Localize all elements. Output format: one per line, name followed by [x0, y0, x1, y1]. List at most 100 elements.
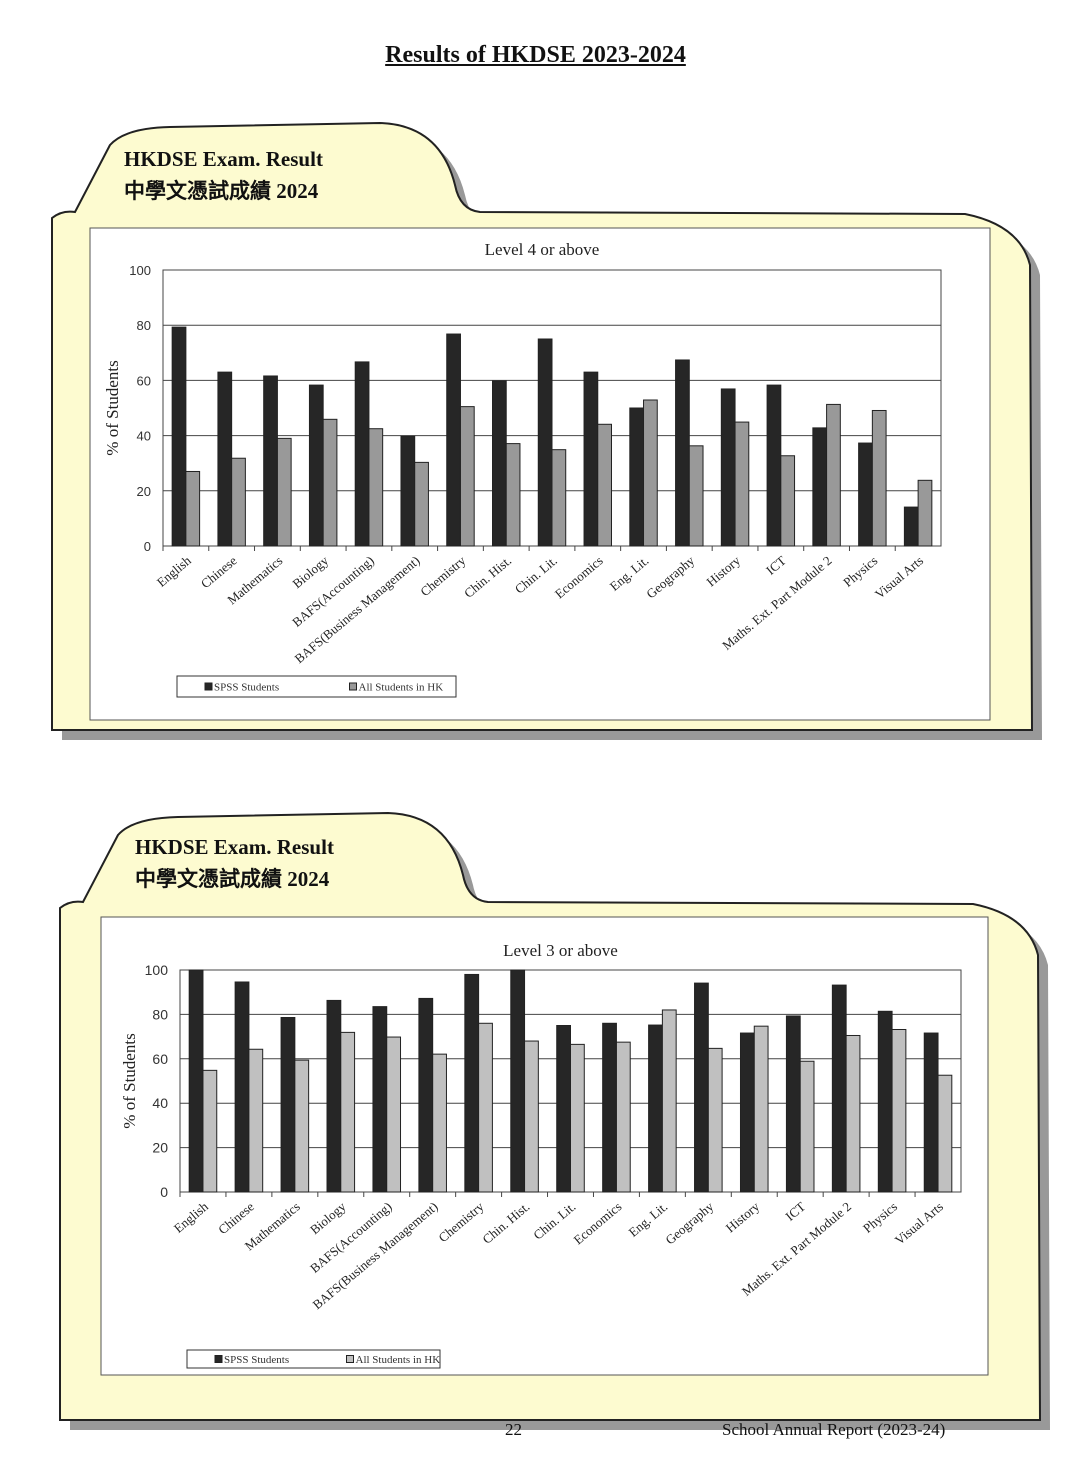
panel2-tab-title: HKDSE Exam. Result: [135, 835, 334, 859]
bar-all-students-hk: [707, 1047, 723, 1193]
bar-all-students-hk: [937, 1074, 953, 1193]
bar-spss-students: [217, 371, 233, 547]
legend-swatch: [214, 1355, 223, 1363]
bar-spss-students: [418, 997, 434, 1193]
bar-all-students-hk: [368, 428, 384, 547]
y-axis-label: % of Students: [120, 1033, 139, 1128]
bar-all-students-hk: [643, 399, 658, 547]
bar-spss-students: [280, 1017, 296, 1193]
bar-all-students-hk: [845, 1034, 861, 1193]
bar-all-students-hk: [891, 1028, 907, 1193]
chart-title: Level 3 or above: [503, 941, 618, 960]
bar-all-students-hk: [432, 1053, 447, 1193]
bar-spss-students: [464, 973, 480, 1193]
bar-all-students-hk: [478, 1022, 493, 1193]
bar-spss-students: [400, 435, 416, 547]
bar-all-students-hk: [202, 1069, 218, 1193]
legend-label: All Students in HK: [359, 682, 444, 694]
report-name: School Annual Report (2023-24): [722, 1420, 946, 1439]
bar-all-students-hk: [570, 1043, 585, 1193]
bar-all-students-hk: [248, 1048, 264, 1193]
bar-all-students-hk: [294, 1059, 310, 1193]
bar-all-students-hk: [322, 418, 338, 547]
y-tick-label: 40: [137, 429, 151, 444]
bar-all-students-hk: [459, 406, 475, 547]
bar-all-students-hk: [414, 461, 429, 547]
bar-spss-students: [812, 427, 828, 547]
bar-all-students-hk: [780, 455, 796, 547]
y-tick-label: 40: [152, 1095, 168, 1111]
bar-spss-students: [510, 969, 526, 1193]
y-tick-label: 60: [137, 373, 151, 388]
y-axis-label: % of Students: [103, 360, 122, 455]
bar-spss-students: [923, 1032, 939, 1193]
bar-spss-students: [234, 981, 250, 1193]
bar-all-students-hk: [734, 421, 750, 547]
bar-spss-students: [877, 1010, 893, 1193]
bar-all-students-hk: [917, 479, 933, 547]
bar-all-students-hk: [615, 1041, 631, 1193]
bar-spss-students: [785, 1015, 801, 1193]
bar-spss-students: [739, 1032, 755, 1193]
bar-all-students-hk: [661, 1009, 677, 1193]
y-tick-label: 60: [152, 1051, 168, 1067]
legend-swatch: [346, 1355, 354, 1363]
bar-spss-students: [171, 326, 187, 547]
bar-spss-students: [537, 338, 553, 547]
panel2-tab-subtitle: 中學文憑試成績 2024: [135, 867, 330, 891]
legend-label: SPSS Students: [214, 682, 279, 694]
y-tick-label: 20: [137, 484, 151, 499]
panel2-tab-label: HKDSE Exam. Result 中學文憑試成績 2024: [135, 831, 334, 895]
y-tick-label: 80: [152, 1006, 168, 1022]
bar-spss-students: [372, 1006, 388, 1193]
legend-swatch: [204, 682, 213, 691]
bar-all-students-hk: [551, 449, 567, 547]
bar-all-students-hk: [524, 1040, 539, 1193]
y-tick-label: 80: [137, 318, 151, 333]
bar-spss-students: [720, 388, 736, 547]
page-number: 22: [505, 1420, 522, 1439]
bar-all-students-hk: [799, 1060, 815, 1193]
bar-spss-students: [556, 1025, 572, 1193]
bar-all-students-hk: [871, 409, 887, 547]
y-tick-label: 100: [145, 962, 169, 978]
bar-spss-students: [766, 384, 782, 547]
legend: [176, 675, 457, 698]
bar-all-students-hk: [231, 457, 246, 547]
legend-swatch: [349, 682, 357, 691]
bar-spss-students: [629, 407, 645, 547]
bar-spss-students: [831, 984, 847, 1193]
bar-all-students-hk: [386, 1036, 402, 1193]
y-tick-label: 0: [144, 539, 151, 554]
legend: [186, 1349, 441, 1369]
bar-all-students-hk: [826, 403, 841, 547]
bar-all-students-hk: [753, 1025, 769, 1193]
y-tick-label: 0: [160, 1184, 168, 1200]
bar-spss-students: [492, 380, 507, 547]
bar-spss-students: [308, 384, 324, 547]
panel1-tab-subtitle: 中學文憑試成績 2024: [124, 179, 319, 203]
panel1-tab-title: HKDSE Exam. Result: [124, 147, 323, 171]
y-tick-label: 100: [129, 263, 151, 278]
bar-all-students-hk: [340, 1031, 356, 1193]
page-title: Results of HKDSE 2023-2024: [385, 42, 686, 68]
bar-all-students-hk: [276, 437, 292, 547]
panel1-tab-label: HKDSE Exam. Result 中學文憑試成績 2024: [124, 143, 323, 207]
bar-spss-students: [263, 375, 278, 547]
legend-label: All Students in HK: [356, 1354, 441, 1366]
bar-spss-students: [326, 999, 342, 1193]
chart-title: Level 4 or above: [485, 240, 600, 259]
bar-all-students-hk: [597, 423, 612, 547]
bar-spss-students: [602, 1022, 617, 1193]
bar-spss-students: [903, 506, 919, 547]
y-tick-label: 20: [152, 1140, 168, 1156]
bar-all-students-hk: [505, 443, 521, 547]
bar-spss-students: [446, 333, 461, 547]
bar-spss-students: [694, 982, 709, 1193]
bar-spss-students: [354, 361, 370, 547]
bar-spss-students: [858, 442, 873, 547]
bar-spss-students: [648, 1024, 663, 1193]
bar-spss-students: [675, 359, 690, 547]
